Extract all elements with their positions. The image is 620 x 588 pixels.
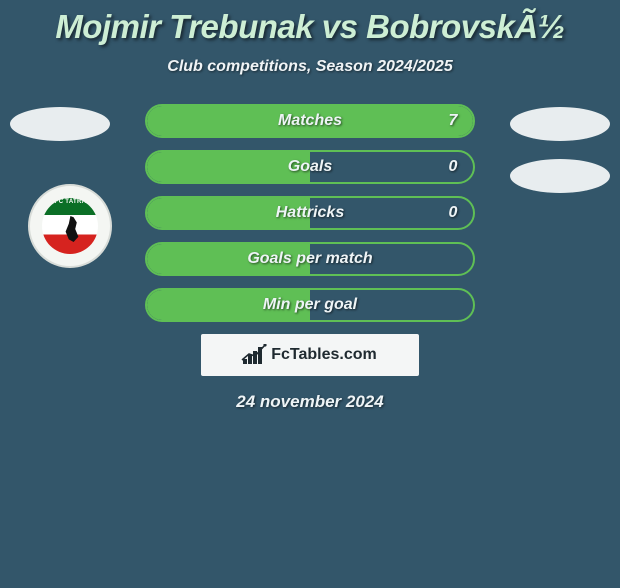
stat-bar: Min per goal [145, 288, 475, 322]
stat-bar-value: 7 [433, 106, 473, 136]
stat-bar-label: Goals [147, 152, 473, 182]
player-photo-left-placeholder [10, 107, 110, 141]
stat-bar: Goals per match [145, 242, 475, 276]
club-badge-left: 1.FC TATRAN [28, 184, 112, 268]
stat-bar-value: 0 [433, 198, 473, 228]
player-photo-right-placeholder-2 [510, 159, 610, 193]
stat-bar-label: Matches [147, 106, 473, 136]
player-photo-right-placeholder-1 [510, 107, 610, 141]
stat-bar-label: Goals per match [147, 244, 473, 274]
stat-bar: Matches7 [145, 104, 475, 138]
club-badge-silhouette [64, 216, 80, 242]
branding-text: FcTables.com [271, 346, 377, 364]
snapshot-date: 24 november 2024 [0, 392, 620, 412]
stat-bar-label: Min per goal [147, 290, 473, 320]
page-subtitle: Club competitions, Season 2024/2025 [0, 58, 620, 76]
club-badge-inner: 1.FC TATRAN [42, 198, 98, 254]
bar-chart-icon [243, 346, 265, 364]
stat-bar-value: 0 [433, 152, 473, 182]
stat-bar-label: Hattricks [147, 198, 473, 228]
club-badge-text: 1.FC TATRAN [42, 199, 98, 205]
stat-bars: Matches7Goals0Hattricks0Goals per matchM… [145, 104, 475, 322]
branding-badge[interactable]: FcTables.com [201, 334, 419, 376]
stat-bar: Goals0 [145, 150, 475, 184]
page-title: Mojmir Trebunak vs BobrovskÃ½ [0, 8, 620, 46]
stat-bar: Hattricks0 [145, 196, 475, 230]
comparison-layout: 1.FC TATRAN Matches7Goals0Hattricks0Goal… [0, 104, 620, 412]
